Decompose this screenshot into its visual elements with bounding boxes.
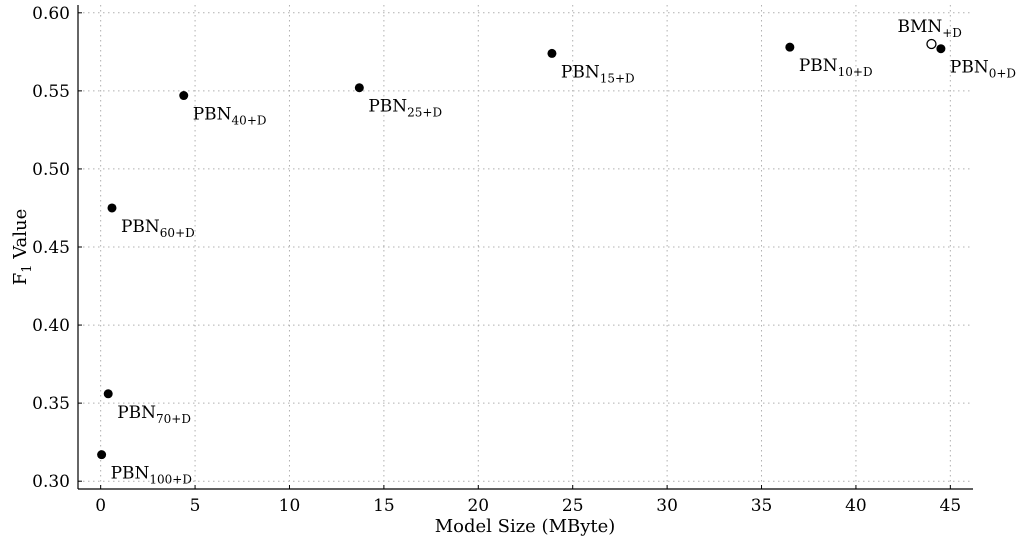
point-label-sub: 70+D [156,412,191,426]
y-tick-label: 0.50 [32,160,70,180]
data-point-open [926,38,937,50]
x-tick-label: 5 [190,496,201,516]
point-label: PBN25+D [368,97,442,120]
point-label-sub: 60+D [160,226,195,240]
x-tick-label: 35 [751,496,773,516]
y-axis-title-rest: Value [10,209,31,265]
point-label: PBN0+D [950,58,1016,81]
x-tick-label: 15 [373,496,395,516]
data-point-filled [547,48,557,58]
point-label: PBN10+D [799,56,873,79]
y-tick-label: 0.35 [32,394,70,414]
y-ticks: 0.30 0.35 0.40 0.45 0.50 0.55 0.60 [32,4,82,492]
x-tick-label: 45 [940,496,962,516]
y-axis-title-main: F [10,273,31,286]
point-label: PBN40+D [193,105,267,128]
point-label: PBN60+D [121,217,195,240]
data-point-filled [103,389,113,399]
point-label-sub: 0+D [989,67,1016,81]
point-label-main: PBN [117,403,156,423]
point-label-main: PBN [111,464,150,484]
data-point-filled [97,450,107,460]
point-label: BMN+D [897,17,961,40]
data-point-filled [107,203,117,213]
x-tick-label: 0 [95,496,106,516]
point-label: PBN70+D [117,403,191,426]
point-label-main: PBN [121,217,160,237]
y-tick-label: 0.45 [32,238,70,258]
point-label-sub: 10+D [838,65,873,79]
x-tick-label: 25 [562,496,584,516]
data-point-filled [936,44,946,54]
y-tick-label: 0.60 [32,4,70,24]
x-tick-label: 20 [467,496,489,516]
point-label-main: PBN [561,62,600,82]
point-label-sub: 40+D [232,114,267,128]
point-label-main: PBN [799,56,838,76]
y-axis-title-sub: 1 [20,265,35,273]
point-label-main: BMN [897,17,942,37]
point-label-main: PBN [193,105,232,125]
point-label: PBN15+D [561,62,635,85]
point-label-sub: 100+D [149,473,192,487]
x-ticks: 0 5 10 15 20 25 30 35 40 45 [95,485,961,516]
point-label: PBN100+D [111,464,192,487]
data-points [97,38,946,460]
point-label-main: PBN [950,58,989,78]
grid [78,5,973,489]
point-label-sub: +D [942,26,962,40]
x-axis-title: Model Size (MByte) [435,516,616,537]
point-labels: PBN100+DPBN70+DPBN60+DPBN40+DPBN25+DPBN1… [111,17,1016,487]
y-tick-label: 0.55 [32,82,70,102]
y-axis-title: F1 Value [10,209,35,286]
point-label-main: PBN [368,97,407,117]
data-point-filled [354,83,364,93]
y-tick-label: 0.40 [32,316,70,336]
point-label-sub: 25+D [407,106,442,120]
x-tick-label: 30 [656,496,678,516]
data-point-filled [179,91,189,101]
x-tick-label: 40 [845,496,867,516]
x-tick-label: 10 [279,496,301,516]
data-point-filled [785,42,795,52]
y-tick-label: 0.30 [32,472,70,492]
point-label-sub: 15+D [600,71,635,85]
